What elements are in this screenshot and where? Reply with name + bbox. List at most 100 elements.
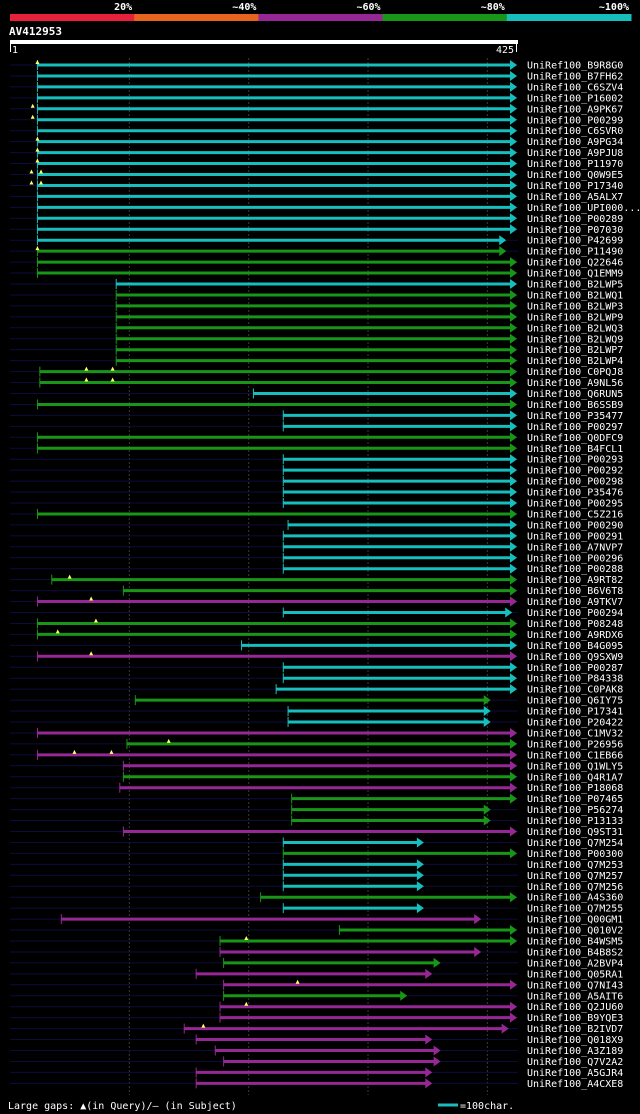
hit-label[interactable]: UniRef100_P00296 bbox=[527, 553, 623, 564]
hit-row[interactable]: UniRef100_B4WSM5 bbox=[10, 936, 623, 948]
hit-label[interactable]: UniRef100_Q7NI43 bbox=[527, 980, 623, 991]
hit-label[interactable]: UniRef100_A5AIT6 bbox=[527, 991, 623, 1002]
hit-label[interactable]: UniRef100_A3Z189 bbox=[527, 1046, 623, 1057]
hit-row[interactable]: UniRef100_C0PQJ8 bbox=[10, 366, 623, 379]
hit-row[interactable]: UniRef100_C5Z216 bbox=[10, 508, 623, 521]
hit-label[interactable]: UniRef100_P00300 bbox=[527, 849, 623, 860]
hit-row[interactable]: UniRef100_B2LWP5 bbox=[10, 279, 623, 291]
hit-label[interactable]: UniRef100_C1MV32 bbox=[527, 728, 623, 739]
hit-label[interactable]: UniRef100_P07030 bbox=[527, 225, 623, 236]
hit-label[interactable]: UniRef100_Q7M254 bbox=[527, 838, 623, 849]
hit-row[interactable]: UniRef100_Q00GM1 bbox=[10, 914, 623, 926]
hit-label[interactable]: UniRef100_C6SZV4 bbox=[527, 82, 623, 93]
hit-row[interactable]: UniRef100_P00299 bbox=[10, 114, 623, 127]
hit-row[interactable]: UniRef100_P84338 bbox=[10, 673, 623, 685]
hit-row[interactable]: UniRef100_B2LWP4 bbox=[10, 355, 623, 368]
hit-label[interactable]: UniRef100_C5Z216 bbox=[527, 509, 623, 520]
hit-row[interactable]: UniRef100_P42699 bbox=[10, 235, 623, 247]
hit-row[interactable]: UniRef100_B2LWQ9 bbox=[10, 333, 623, 346]
hit-row[interactable]: UniRef100_P07030 bbox=[10, 224, 623, 236]
hit-row[interactable]: UniRef100_Q0W9E5 bbox=[10, 169, 623, 182]
hit-row[interactable]: UniRef100_P16002 bbox=[10, 92, 623, 105]
hit-label[interactable]: UniRef100_P08248 bbox=[527, 619, 623, 630]
hit-row[interactable]: UniRef100_P00289 bbox=[10, 213, 623, 225]
hit-row[interactable]: UniRef100_B4B8S2 bbox=[10, 946, 623, 959]
hit-label[interactable]: UniRef100_P26956 bbox=[527, 739, 623, 750]
hit-label[interactable]: UniRef100_B2LWP5 bbox=[527, 280, 623, 291]
hit-row[interactable]: UniRef100_Q0DFC9 bbox=[10, 432, 623, 444]
hit-label[interactable]: UniRef100_Q7V2A2 bbox=[527, 1057, 623, 1068]
hit-label[interactable]: UniRef100_Q7M256 bbox=[527, 882, 623, 893]
hit-label[interactable]: UniRef100_A4CXE8 bbox=[527, 1079, 623, 1090]
hit-label[interactable]: UniRef100_C0PAK8 bbox=[527, 685, 623, 696]
hit-label[interactable]: UniRef100_B2IVD7 bbox=[527, 1024, 623, 1035]
hit-row[interactable]: UniRef100_B2IVD7 bbox=[10, 1023, 623, 1036]
hit-label[interactable]: UniRef100_C6SVR0 bbox=[527, 126, 623, 137]
hit-label[interactable]: UniRef100_B4FCL1 bbox=[527, 444, 623, 455]
hit-row[interactable]: UniRef100_A9RT82 bbox=[10, 574, 623, 587]
hit-row[interactable]: UniRef100_B9YQE3 bbox=[10, 1012, 623, 1025]
hit-label[interactable]: UniRef100_A9RDX6 bbox=[527, 630, 623, 641]
hit-label[interactable]: UniRef100_Q6IY75 bbox=[527, 696, 623, 707]
hit-label[interactable]: UniRef100_Q1WLY5 bbox=[527, 761, 623, 772]
hit-label[interactable]: UniRef100_A4S360 bbox=[527, 893, 623, 904]
hit-label[interactable]: UniRef100_P56274 bbox=[527, 805, 623, 816]
hit-label[interactable]: UniRef100_B2LWP3 bbox=[527, 301, 623, 312]
hit-row[interactable]: UniRef100_Q010V2 bbox=[10, 925, 623, 937]
hit-row[interactable]: UniRef100_P00291 bbox=[10, 530, 623, 543]
hit-label[interactable]: UniRef100_C0PQJ8 bbox=[527, 367, 623, 378]
hit-label[interactable]: UniRef100_P18068 bbox=[527, 783, 623, 794]
hit-row[interactable]: UniRef100_Q2JU60 bbox=[10, 1001, 623, 1014]
hit-label[interactable]: UniRef100_P00292 bbox=[527, 466, 623, 477]
hit-label[interactable]: UniRef100_Q010V2 bbox=[527, 926, 623, 937]
hit-label[interactable]: UniRef100_P00291 bbox=[527, 531, 623, 542]
hit-row[interactable]: UniRef100_A2BVP4 bbox=[10, 957, 623, 970]
hit-label[interactable]: UniRef100_A9PJU8 bbox=[527, 148, 623, 159]
hit-label[interactable]: UniRef100_Q0W9E5 bbox=[527, 170, 623, 181]
hit-label[interactable]: UniRef100_B2LWP4 bbox=[527, 356, 623, 367]
hit-row[interactable]: UniRef100_A4CXE8 bbox=[10, 1078, 623, 1090]
hit-row[interactable]: UniRef100_P11490 bbox=[10, 246, 623, 258]
hit-row[interactable]: UniRef100_A5GJR4 bbox=[10, 1067, 623, 1079]
hit-label[interactable]: UniRef100_B7FH62 bbox=[527, 71, 623, 82]
hit-row[interactable]: UniRef100_P11970 bbox=[10, 158, 623, 171]
hit-row[interactable]: UniRef100_Q4R1A7 bbox=[10, 771, 623, 784]
hit-label[interactable]: UniRef100_A2BVP4 bbox=[527, 958, 623, 969]
hit-row[interactable]: UniRef100_P00296 bbox=[10, 552, 623, 565]
hit-label[interactable]: UniRef100_Q22646 bbox=[527, 258, 623, 269]
hit-label[interactable]: UniRef100_P17340 bbox=[527, 181, 623, 192]
hit-row[interactable]: UniRef100_P35476 bbox=[10, 487, 623, 499]
hit-label[interactable]: UniRef100_A9PG34 bbox=[527, 137, 623, 148]
hit-label[interactable]: UniRef100_B2LWQ1 bbox=[527, 290, 623, 301]
hit-row[interactable]: UniRef100_P00294 bbox=[10, 607, 623, 620]
hit-label[interactable]: UniRef100_A9NL56 bbox=[527, 378, 623, 389]
hit-row[interactable]: UniRef100_P56274 bbox=[10, 804, 623, 817]
hit-label[interactable]: UniRef100_Q9ST31 bbox=[527, 827, 623, 838]
hit-label[interactable]: UniRef100_P11970 bbox=[527, 159, 623, 170]
hit-row[interactable]: UniRef100_P00295 bbox=[10, 498, 623, 510]
hit-row[interactable]: UniRef100_A3Z189 bbox=[10, 1045, 623, 1058]
hit-label[interactable]: UniRef100_B2LWQ3 bbox=[527, 323, 623, 334]
hit-row[interactable]: UniRef100_Q05RA1 bbox=[10, 968, 623, 981]
hit-label[interactable]: UniRef100_P35476 bbox=[527, 488, 623, 499]
hit-row[interactable]: UniRef100_P08248 bbox=[10, 618, 623, 630]
hit-row[interactable]: UniRef100_P20422 bbox=[10, 717, 623, 729]
hit-label[interactable]: UniRef100_P20422 bbox=[527, 718, 623, 729]
hit-row[interactable]: UniRef100_A9PJU8 bbox=[10, 147, 623, 160]
hit-row[interactable]: UniRef100_B4FCL1 bbox=[10, 443, 623, 455]
hit-row[interactable]: UniRef100_C6SVR0 bbox=[10, 125, 623, 138]
hit-label[interactable]: UniRef100_B9YQE3 bbox=[527, 1013, 623, 1024]
hit-row[interactable]: UniRef100_Q7M257 bbox=[10, 870, 623, 882]
hit-row[interactable]: UniRef100_P00293 bbox=[10, 454, 623, 466]
hit-row[interactable]: UniRef100_B2LWP7 bbox=[10, 344, 623, 357]
hit-label[interactable]: UniRef100_P00293 bbox=[527, 455, 623, 466]
hit-row[interactable]: UniRef100_P07465 bbox=[10, 793, 623, 806]
hit-row[interactable]: UniRef100_P17340 bbox=[10, 180, 623, 192]
hit-label[interactable]: UniRef100_Q018X9 bbox=[527, 1035, 623, 1046]
hit-label[interactable]: UniRef100_P00287 bbox=[527, 663, 623, 674]
hit-row[interactable]: UniRef100_A5AIT6 bbox=[10, 990, 623, 1003]
hit-row[interactable]: UniRef100_B6V6T8 bbox=[10, 585, 623, 598]
hit-row[interactable]: UniRef100_Q22646 bbox=[10, 257, 623, 269]
hit-label[interactable]: UniRef100_A9PK67 bbox=[527, 104, 623, 115]
hit-label[interactable]: UniRef100_A7NVP7 bbox=[527, 542, 623, 553]
